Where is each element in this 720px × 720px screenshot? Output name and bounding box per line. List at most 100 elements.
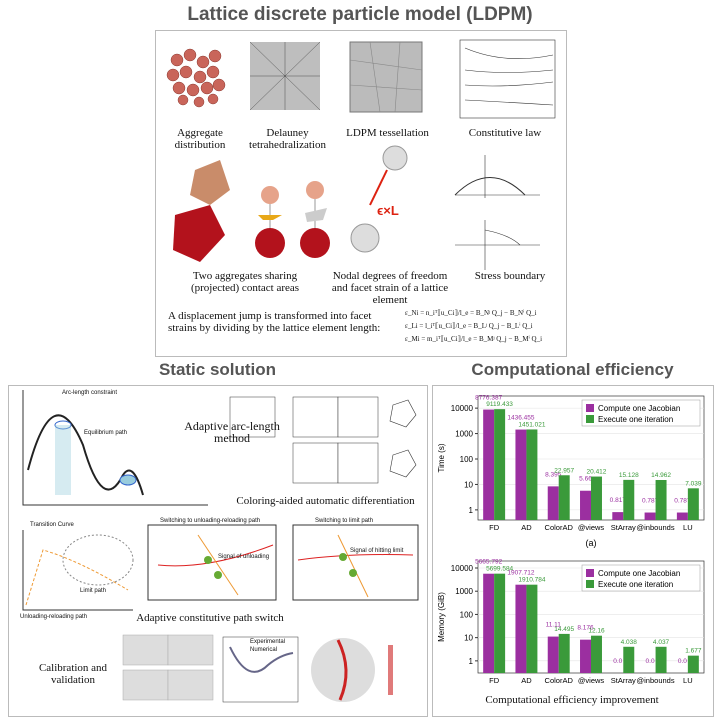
bar <box>494 573 506 673</box>
label: Limit path <box>80 588 107 594</box>
label: Numerical <box>250 647 278 653</box>
bar <box>687 488 699 520</box>
value-label: 4.038 <box>621 639 638 646</box>
bar <box>558 475 570 520</box>
label: Signal of hitting limit <box>350 548 404 554</box>
label: Unloading-reloading path <box>20 614 88 620</box>
efficiency-panel <box>432 385 714 717</box>
value-label: 0.0 <box>613 658 622 665</box>
chart: 1 10 100 1000 10000 Time (s) FD 8776.3879119.43… <box>437 395 705 548</box>
x-tick-label: @views <box>578 523 605 532</box>
label: Experimental <box>250 639 286 645</box>
value-label: 8.395 <box>545 471 562 478</box>
value-label: 0.787 <box>674 498 691 505</box>
bar <box>687 655 699 673</box>
value-label: 0.0 <box>678 658 687 665</box>
x-tick-label: ColorAD <box>545 676 574 685</box>
bar <box>515 584 527 673</box>
x-tick-label: LU <box>683 676 693 685</box>
caption: Calibration and validation <box>38 662 108 686</box>
bar <box>591 476 602 520</box>
bar <box>558 633 570 673</box>
label: Transition Curve <box>30 522 74 528</box>
bar <box>591 635 602 673</box>
y-tick-label: 100 <box>460 610 474 619</box>
bar <box>547 636 559 673</box>
x-tick-label: AD <box>521 523 532 532</box>
value-label: 15.128 <box>619 472 639 479</box>
bar <box>612 512 624 520</box>
chart: 1 10 100 1000 10000 Memory (GiB) FD 5665.792569… <box>437 559 705 685</box>
y-tick-label: 100 <box>460 455 474 464</box>
section-title: Static solution <box>158 360 277 379</box>
value-label: 1910.784 <box>518 577 545 584</box>
caption: Adaptive arc-length method <box>184 419 280 445</box>
legend-label: Compute one Jacobian <box>598 569 680 578</box>
caption: Computational efficiency improvement <box>485 694 659 706</box>
value-label: 5.66 <box>579 476 592 483</box>
legend-label: Execute one iteration <box>598 415 673 424</box>
caption: Two aggregates sharing (projected) conta… <box>190 270 300 294</box>
bar <box>676 512 688 520</box>
y-axis-label: Time (s) <box>437 443 446 472</box>
x-tick-label: @views <box>578 676 605 685</box>
caption: Adaptive constitutive path switch <box>136 612 284 624</box>
bar <box>494 409 506 520</box>
page-title: Lattice discrete particle model (LDPM) <box>187 4 533 25</box>
equations: ε_Ni = n_iᵀ⟦u_Ci⟧/l_e = B_Nʲ Q_j − B_Nⁱ … <box>405 307 542 346</box>
value-label: 12.16 <box>588 628 605 635</box>
y-tick-label: 1 <box>469 506 474 515</box>
value-label: 22.957 <box>554 467 574 474</box>
y-tick-label: 1000 <box>455 587 473 596</box>
x-tick-label: StArray <box>611 676 636 685</box>
value-label: 0.817 <box>610 497 627 504</box>
y-tick-label: 10 <box>464 480 473 489</box>
caption: Stress boundary <box>474 270 546 282</box>
bar <box>526 429 538 520</box>
bar <box>526 584 538 673</box>
value-label: 4.037 <box>653 639 670 646</box>
chart-subtitle: (a) <box>586 538 597 548</box>
bar <box>623 479 635 520</box>
legend-label: Compute one Jacobian <box>598 404 680 413</box>
x-tick-label: LU <box>683 523 693 532</box>
label: Equilibrium path <box>84 430 128 436</box>
bar <box>655 646 667 673</box>
caption: Constitutive law <box>468 127 542 139</box>
value-label: 5665.792 <box>475 559 502 566</box>
y-tick-label: 10 <box>464 634 473 643</box>
value-label: 0.0 <box>646 658 655 665</box>
value-label: 20.412 <box>587 469 607 476</box>
x-tick-label: StArray <box>611 523 636 532</box>
equation: ε_Li = l_iᵀ⟦u_Ci⟧/l_e = B_Lʲ Q_j − B_Lⁱ … <box>405 322 533 330</box>
label: Switching to unloading-reloading path <box>160 518 261 524</box>
value-label: 8.176 <box>577 625 594 632</box>
section-title: Computational efficiency <box>471 360 674 379</box>
static-graphics <box>22 390 419 703</box>
label: Switching to limit path <box>315 518 374 524</box>
y-axis-label: Memory (GiB) <box>437 592 446 642</box>
caption: Delauney tetrahedralization <box>249 127 326 151</box>
legend-swatch <box>586 404 594 412</box>
legend-label: Execute one iteration <box>598 580 673 589</box>
bar <box>483 573 495 673</box>
caption: LDPM tessellation <box>346 127 429 139</box>
value-label: 8776.387 <box>475 395 502 402</box>
x-tick-label: @inbounds <box>637 523 675 532</box>
bar <box>623 646 635 673</box>
caption: Aggregate distribution <box>174 127 226 151</box>
y-tick-label: 10000 <box>451 564 474 573</box>
legend-swatch <box>586 415 594 423</box>
caption: Nodal degrees of freedom and facet strai… <box>331 270 449 306</box>
value-label: 7.039 <box>685 480 702 487</box>
bar <box>547 486 559 520</box>
label: Arc-length constraint <box>62 390 118 396</box>
bar <box>644 512 656 520</box>
value-label: 1907.712 <box>507 570 534 577</box>
equation: ε_Mi = m_iᵀ⟦u_Ci⟧/l_e = B_Mʲ Q_j − B_Mⁱ … <box>405 335 543 343</box>
bar <box>580 639 591 673</box>
jump-text: A displacement jump is transformed into … <box>168 310 381 334</box>
value-label: 14.495 <box>554 626 574 633</box>
y-tick-label: 10000 <box>451 404 474 413</box>
